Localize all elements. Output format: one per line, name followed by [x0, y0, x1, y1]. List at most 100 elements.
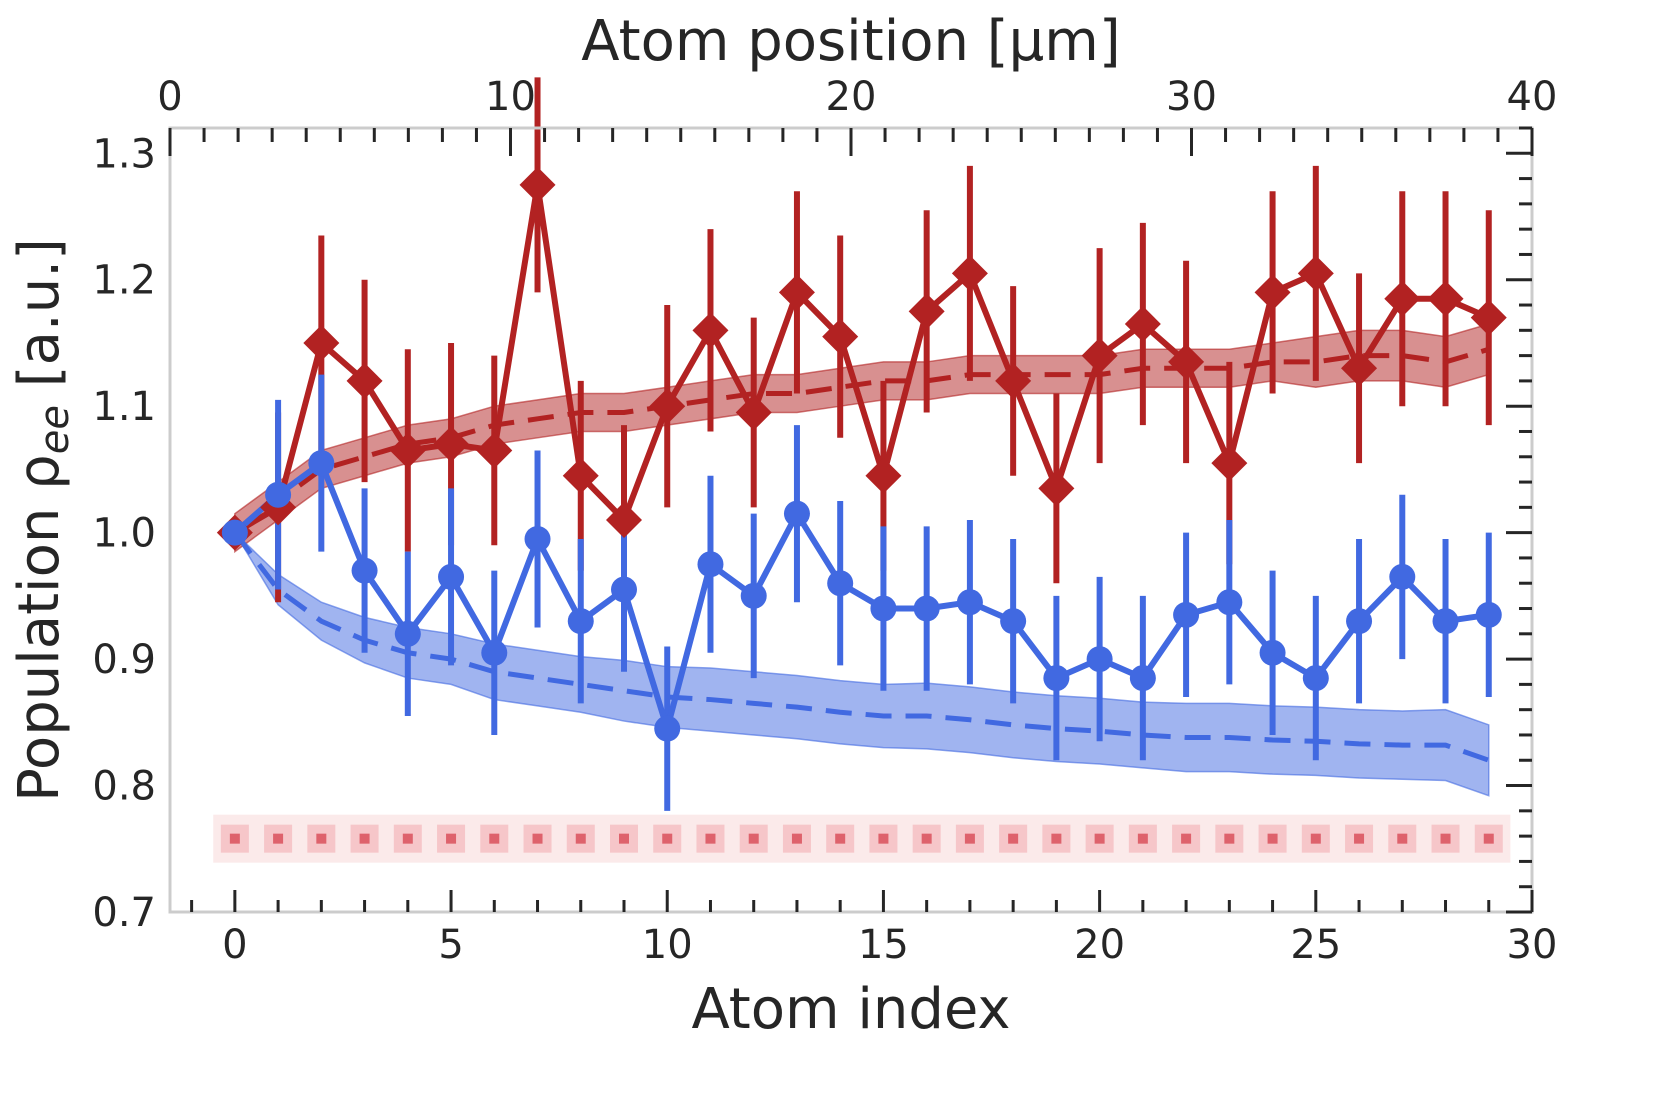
red-model-band	[234, 322, 1490, 554]
blue-data-point	[1043, 665, 1070, 692]
blue-data-point	[1346, 608, 1373, 635]
blue-data-point	[1173, 601, 1200, 628]
top-x-tick-label: 20	[826, 74, 877, 120]
blue-data-point	[567, 608, 594, 635]
red-data-point	[1211, 445, 1248, 482]
blue-data-point	[524, 525, 551, 552]
atom-spot	[1354, 833, 1365, 844]
y-tick-label: 0.9	[92, 637, 156, 683]
red-data-point	[951, 255, 988, 292]
y-tick-label: 1.3	[92, 131, 156, 177]
atom-image-strip	[213, 814, 1511, 863]
blue-data-point	[221, 519, 248, 546]
x-tick-label: 20	[1074, 922, 1125, 968]
atom-spot	[229, 833, 240, 844]
red-data-point	[303, 324, 340, 361]
red-data-point	[908, 293, 945, 330]
red-data-point	[735, 394, 772, 431]
atom-strip-background	[213, 814, 1511, 863]
red-data-point	[1038, 470, 1075, 507]
blue-data-point	[783, 500, 810, 527]
y-axis-title-main: Population ρ	[7, 454, 72, 802]
red-data-point	[1168, 343, 1205, 380]
atom-spot	[402, 833, 413, 844]
red-data-point	[1254, 274, 1291, 311]
blue-data-point	[827, 570, 854, 597]
blue-data-point	[438, 563, 465, 590]
top-x-axis-title: Atom position [μm]	[581, 9, 1120, 74]
red-data-point	[1341, 350, 1378, 387]
red-data-point	[778, 274, 815, 311]
atom-spot	[662, 833, 673, 844]
x-tick-label: 15	[858, 922, 909, 968]
y-tick-labels: 0.7 0.8 0.9 1.0 1.1 1.2 1.3	[92, 131, 156, 936]
blue-data-point	[1389, 563, 1416, 590]
blue-data-point	[697, 551, 724, 578]
y-tick-label: 1.1	[92, 384, 156, 430]
atom-spot	[359, 833, 370, 844]
top-x-tick-label: 40	[1507, 74, 1558, 120]
atom-spot	[705, 833, 716, 844]
atom-spot	[1137, 833, 1148, 844]
blue-data-point	[481, 639, 508, 666]
y-axis-title-unit: [a.u.]	[7, 238, 72, 405]
blue-data-point	[870, 595, 897, 622]
x-tick-labels: 0 5 10 15 20 25 30	[222, 922, 1557, 968]
blue-data-point	[265, 481, 292, 508]
y-tick-label: 0.8	[92, 764, 156, 810]
red-data-point	[1297, 255, 1334, 292]
blue-data-point	[1302, 665, 1329, 692]
y-axis-title-subscript: ee	[32, 405, 78, 454]
red-data-point	[433, 426, 470, 463]
red-data-point	[1081, 337, 1118, 374]
blue-data-point	[1259, 639, 1286, 666]
atom-spot	[791, 833, 802, 844]
blue-data-point	[1000, 608, 1027, 635]
x-tick-label: 0	[222, 922, 247, 968]
x-axis-title: Atom index	[691, 977, 1010, 1042]
atom-spot	[532, 833, 543, 844]
red-data-point	[865, 457, 902, 494]
red-data-point	[1384, 280, 1421, 317]
blue-data-point	[1432, 608, 1459, 635]
atom-spot	[1397, 833, 1408, 844]
y-tick-label: 0.7	[92, 890, 156, 936]
blue-data-point	[611, 576, 637, 603]
model-bands	[234, 322, 1490, 797]
atom-spot	[273, 833, 284, 844]
atom-spot	[1267, 833, 1278, 844]
blue-data-point	[956, 589, 983, 616]
red-model-line	[233, 346, 1490, 535]
atom-spot	[1440, 833, 1451, 844]
atom-spot	[619, 833, 629, 844]
blue-model-line	[232, 531, 1490, 763]
atom-spot	[964, 833, 975, 844]
top-x-tick-labels: 0 10 20 30 40	[157, 74, 1557, 120]
atom-spot	[1094, 833, 1105, 844]
red-data-point	[1427, 280, 1464, 317]
blue-data-point	[913, 595, 940, 622]
atom-spot	[748, 833, 759, 844]
red-data-point	[1470, 299, 1507, 336]
top-x-tick-label: 0	[157, 74, 182, 120]
blue-model-band	[234, 532, 1490, 797]
atom-spot	[1008, 833, 1019, 844]
blue-data-point	[394, 620, 421, 647]
red-data-point	[1124, 306, 1161, 342]
model-lines	[232, 346, 1490, 763]
atom-spot	[489, 833, 500, 844]
plot-frame	[168, 126, 1534, 914]
red-data-point	[346, 362, 383, 399]
atom-spot	[1181, 833, 1192, 844]
red-data-point	[562, 457, 599, 494]
y-tick-label: 1.2	[92, 258, 156, 304]
top-x-tick-label: 10	[485, 74, 536, 120]
blue-data-point	[1129, 665, 1156, 692]
y-tick-label: 1.0	[92, 511, 156, 557]
red-data-point	[476, 432, 513, 469]
red-data-point	[606, 502, 642, 538]
atom-spot	[446, 833, 457, 844]
x-tick-label: 30	[1507, 922, 1558, 968]
red-data-point	[519, 166, 556, 203]
